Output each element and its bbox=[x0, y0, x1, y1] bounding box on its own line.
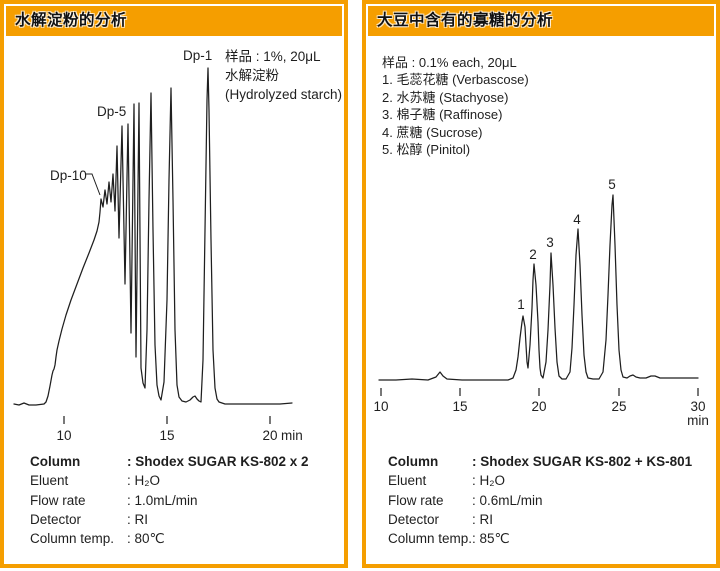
peak-label-5: 5 bbox=[608, 177, 616, 192]
panel-left-title: 水解淀粉的分析 bbox=[15, 12, 128, 29]
condition-label: Flow rate bbox=[388, 492, 444, 508]
condition-value: : 85℃ bbox=[472, 531, 510, 547]
condition-value: : Shodex SUGAR KS-802 + KS-801 bbox=[472, 454, 693, 469]
condition-row-flow-rate: Flow rate : 0.6mL/min bbox=[388, 491, 692, 510]
condition-label: Flow rate bbox=[30, 492, 86, 508]
axis-tick-label: 10 bbox=[373, 399, 388, 414]
condition-label: Detector bbox=[30, 511, 82, 527]
condition-value: : 80℃ bbox=[127, 531, 165, 547]
peak-label-dp5: Dp-5 bbox=[97, 104, 126, 119]
panel-soybean-oligosaccharides: 10 15 20 25 30 min 1 2 3 4 5 大豆中含有的寡糖的分析 样品 : 0.1%… bbox=[362, 0, 720, 568]
axis-tick-label: 15 bbox=[159, 428, 174, 443]
condition-value: : H₂O bbox=[127, 473, 160, 489]
panel-left-header: 水解淀粉的分析 bbox=[6, 6, 342, 36]
peak-label-1: 1 bbox=[517, 297, 525, 312]
condition-value: : RI bbox=[472, 511, 494, 527]
conditions-left: Column : Shodex SUGAR KS-802 x 2 Eluent … bbox=[30, 452, 309, 548]
sample-line: 1. 毛蕊花糖 (Verbascose) bbox=[382, 72, 529, 88]
sample-line: 样品 : 1%, 20μL bbox=[225, 49, 321, 64]
condition-row-column-temp: Column temp. : 85℃ bbox=[388, 529, 692, 548]
peak-label-3: 3 bbox=[546, 235, 554, 250]
x-axis-unit: min bbox=[687, 413, 709, 428]
chromatogram-hydrolyzed-starch: 10 15 20 min Dp-1 Dp-5 Dp-10 bbox=[13, 48, 303, 443]
sample-line: 4. 蔗糖 (Sucrose) bbox=[382, 124, 483, 140]
sample-line: 2. 水苏糖 (Stachyose) bbox=[382, 89, 509, 105]
condition-label: Eluent bbox=[30, 473, 69, 489]
condition-row-detector: Detector : RI bbox=[30, 510, 309, 529]
axis-tick-label: 25 bbox=[611, 399, 626, 414]
condition-label: Column bbox=[30, 454, 81, 469]
pointer-line bbox=[85, 173, 101, 196]
condition-value: : Shodex SUGAR KS-802 x 2 bbox=[127, 454, 309, 469]
condition-value: : 1.0mL/min bbox=[127, 492, 198, 508]
sample-line: 水解淀粉 bbox=[225, 68, 279, 83]
peak-label-2: 2 bbox=[529, 247, 537, 262]
trace bbox=[378, 194, 699, 381]
x-axis-unit: min bbox=[281, 428, 303, 443]
condition-row-eluent: Eluent : H₂O bbox=[388, 471, 692, 490]
condition-label: Column bbox=[388, 454, 439, 469]
sample-info-left: 样品 : 1%, 20μL 水解淀粉 (Hydrolyzed starch) bbox=[225, 47, 342, 104]
condition-row-column-temp: Column temp. : 80℃ bbox=[30, 529, 309, 548]
trace bbox=[13, 67, 293, 406]
condition-row-eluent: Eluent : H₂O bbox=[30, 471, 309, 490]
condition-label: Eluent bbox=[388, 473, 427, 489]
sample-line: (Hydrolyzed starch) bbox=[225, 87, 343, 102]
axis-tick-label: 30 bbox=[690, 399, 705, 414]
condition-label: Column temp. bbox=[388, 531, 473, 547]
condition-label: Column temp. bbox=[30, 531, 115, 547]
sample-info-right: 样品 : 0.1% each, 20μL 1. 毛蕊花糖 (Verbascose… bbox=[382, 54, 529, 158]
sample-line: 样品 : 0.1% each, 20μL bbox=[382, 55, 517, 70]
condition-row-column: Column : Shodex SUGAR KS-802 x 2 bbox=[30, 452, 309, 471]
panel-right-header: 大豆中含有的寡糖的分析 bbox=[368, 6, 714, 36]
condition-label: Detector bbox=[388, 511, 440, 527]
axis-tick-label: 10 bbox=[56, 428, 71, 443]
axis-tick-label: 20 bbox=[262, 428, 277, 443]
peak-label-dp1: Dp-1 bbox=[183, 48, 212, 63]
conditions-right: Column : Shodex SUGAR KS-802 + KS-801 El… bbox=[388, 452, 692, 548]
condition-value: : H₂O bbox=[472, 473, 505, 489]
peak-label-dp10: Dp-10 bbox=[50, 168, 87, 183]
condition-value: : RI bbox=[127, 511, 149, 527]
sample-line: 5. 松醇 (Pinitol) bbox=[382, 142, 471, 158]
condition-row-flow-rate: Flow rate : 1.0mL/min bbox=[30, 491, 309, 510]
panel-hydrolyzed-starch: 10 15 20 min Dp-1 Dp-5 Dp-10 水解淀粉的分析 样品 : 1%, … bbox=[0, 0, 348, 568]
condition-row-detector: Detector : RI bbox=[388, 510, 692, 529]
sample-line: 3. 棉子糖 (Raffinose) bbox=[382, 107, 503, 123]
axis-tick-label: 15 bbox=[452, 399, 467, 414]
condition-row-column: Column : Shodex SUGAR KS-802 + KS-801 bbox=[388, 452, 692, 471]
panel-right-title: 大豆中含有的寡糖的分析 bbox=[377, 12, 554, 29]
axis-tick-label: 20 bbox=[531, 399, 546, 414]
peak-label-4: 4 bbox=[573, 212, 581, 227]
condition-value: : 0.6mL/min bbox=[472, 492, 543, 508]
